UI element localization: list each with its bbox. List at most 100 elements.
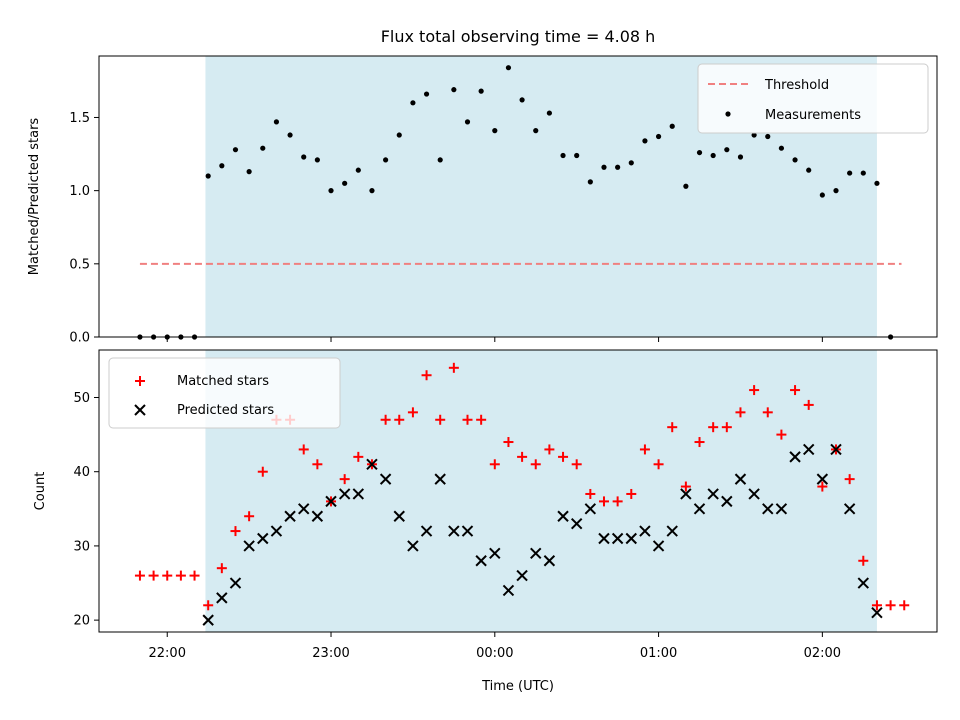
predicted-star-point <box>475 555 487 567</box>
predicted-star-point <box>625 532 637 545</box>
cross-stroke-b <box>448 525 460 537</box>
cross-stroke-b <box>598 532 610 545</box>
x-axis-label: Time (UTC) <box>481 679 554 694</box>
cross-stroke-b <box>584 503 597 515</box>
cross-stroke-b <box>666 525 678 537</box>
cross-stroke-b <box>298 503 310 515</box>
matched-star-point <box>721 422 732 433</box>
predicted-star-point <box>407 540 419 552</box>
matched-star-point <box>476 414 487 425</box>
matched-star-point <box>626 488 637 499</box>
matched-star-point <box>803 399 814 410</box>
cross-stroke-b <box>257 532 269 545</box>
predicted-star-point <box>557 510 569 522</box>
matched-star-point <box>407 407 418 418</box>
measurement-point <box>778 145 785 151</box>
measurement-point <box>232 147 239 153</box>
measurement-point <box>847 170 853 176</box>
matched-star-point <box>339 474 350 485</box>
cross-stroke-b <box>366 458 378 470</box>
matched-star-point <box>230 526 241 537</box>
cross-stroke-b <box>420 525 433 537</box>
cross-stroke-b <box>843 503 856 515</box>
predicted-star-point <box>393 510 405 522</box>
measurement-point <box>369 188 375 194</box>
measurement-point <box>287 132 293 138</box>
predicted-star-point <box>707 488 719 500</box>
measurement-point <box>765 133 771 140</box>
x-tick-label: 00:00 <box>476 646 513 661</box>
predicted-star-point <box>216 592 228 604</box>
matched-star-point <box>244 511 255 522</box>
legend-plus-mark <box>135 376 145 386</box>
matched-star-point <box>544 444 555 455</box>
matched-star-point <box>216 563 227 574</box>
matched-star-point <box>749 385 760 396</box>
matched-star-point <box>517 451 528 462</box>
matched-star-point <box>203 600 214 611</box>
count-y-tick-label: 40 <box>73 465 90 480</box>
measurement-point <box>355 167 361 173</box>
predicted-star-point <box>666 525 678 537</box>
measurement-point <box>833 188 839 194</box>
predicted-star-point <box>434 473 446 485</box>
measurement-point <box>464 119 471 125</box>
measurement-point <box>792 157 798 163</box>
measurement-point <box>273 119 280 125</box>
legend-predicted-swatch <box>134 404 146 416</box>
count-axes-frame <box>98 349 938 633</box>
predicted-star-point <box>298 503 310 515</box>
measurement-point <box>205 173 211 179</box>
predicted-star-point <box>448 525 460 537</box>
cross-stroke-b <box>775 503 788 515</box>
matched-star-point <box>312 459 323 470</box>
predicted-star-point <box>802 443 815 456</box>
cross-stroke-b <box>871 606 883 619</box>
predicted-star-point <box>598 532 610 545</box>
predicted-star-point <box>843 503 856 515</box>
predicted-star-point <box>502 584 515 597</box>
cross-stroke-b <box>284 510 296 522</box>
cross-stroke-b <box>721 495 733 508</box>
x-tick-label: 02:00 <box>804 646 841 661</box>
matched-star-point <box>298 444 309 455</box>
cross-stroke-b <box>325 495 337 508</box>
predicted-star-point <box>338 488 351 500</box>
cross-stroke-b <box>516 569 528 582</box>
count-axis-ticks: 20 30 40 50 22:00 23:00 00:00 01:00 02:00 <box>73 391 841 661</box>
ratio-axes-frame <box>98 55 938 338</box>
measurement-point <box>710 152 716 159</box>
legend-matched-label: Matched stars <box>177 374 269 389</box>
measurement-point <box>301 154 307 160</box>
matched-star-point <box>899 600 910 611</box>
legend-measurements-swatch <box>725 111 731 117</box>
cross-stroke-b <box>816 473 829 485</box>
predicted-star-point <box>543 555 556 567</box>
matched-star-point <box>448 362 459 373</box>
predicted-star-point <box>461 525 474 537</box>
measurement-point <box>328 188 334 194</box>
measurement-point <box>423 91 430 97</box>
predicted-star-point <box>611 532 624 545</box>
cross-stroke-b <box>570 517 583 530</box>
cross-stroke-b <box>680 488 692 500</box>
cross-stroke-b <box>352 488 365 500</box>
x-tick-label: 01:00 <box>640 646 677 661</box>
measurement-point <box>492 128 498 134</box>
measurement-point <box>219 163 225 169</box>
predicted-star-point <box>830 443 842 456</box>
measurement-point <box>601 164 607 170</box>
matched-star-point <box>762 407 773 418</box>
cross-stroke-b <box>693 503 706 515</box>
predicted-star-point <box>530 547 542 560</box>
measurement-point <box>628 160 634 166</box>
measurement-point <box>560 152 566 159</box>
predicted-star-point <box>352 488 365 500</box>
chart-title: Flux total observing time = 4.08 h <box>381 27 656 46</box>
measurement-point <box>574 152 580 159</box>
cross-stroke-b <box>652 540 665 552</box>
ratio-y-tick-label: 0.0 <box>69 331 90 346</box>
measurement-point <box>587 179 593 185</box>
predicted-star-point <box>857 577 870 589</box>
